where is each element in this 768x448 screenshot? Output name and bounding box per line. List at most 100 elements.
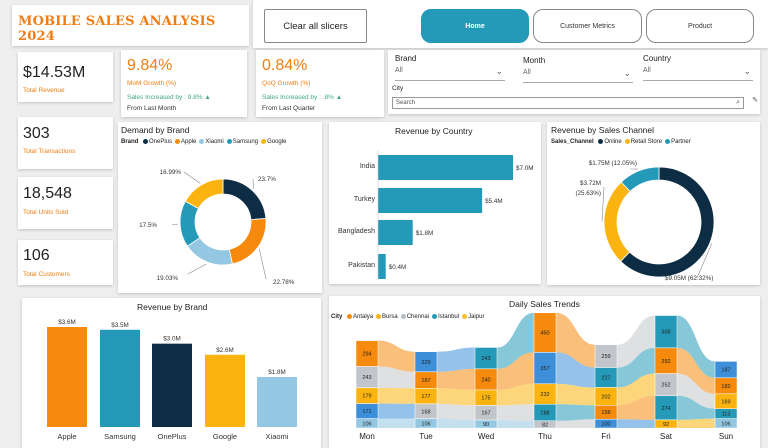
daily-data-label: 158: [601, 410, 610, 416]
demand-donut-chart: 23.7% 22.78% 19.03% 17.5% 16.99%: [139, 169, 295, 286]
kpi-units-card: 18,548 Total Units Sold: [18, 177, 113, 229]
kpi-mom-card: 9.84% MoM Growth (%) Sales Increased by …: [121, 50, 247, 117]
brand-tick-label: Xiaomi: [266, 432, 289, 441]
brand-tick-label: OnePlus: [158, 432, 187, 441]
kpi-mom-value: 9.84%: [127, 57, 173, 74]
clear-slicers-button[interactable]: Clear all slicers: [264, 9, 367, 43]
country-bar-chart: India $7.0M Turkey $5.4M Bangladesh $1.8M Paki…: [338, 150, 534, 280]
demand-data-label: 17.5%: [139, 222, 157, 229]
brand-filter-select[interactable]: All ⌄: [395, 66, 505, 81]
brand-filter-value: All: [395, 67, 403, 74]
country-data-label: $1.8M: [416, 230, 434, 237]
daily-data-label: 357: [540, 366, 549, 372]
channel-chart-title: Revenue by Sales Channel: [551, 125, 655, 135]
home-button[interactable]: Home: [421, 9, 529, 43]
kpi-customers-label: Total Customers: [23, 271, 70, 278]
daily-ribbon: [617, 373, 655, 406]
demand-data-label: 22.78%: [273, 279, 295, 286]
kpi-units-value: 18,548: [23, 185, 72, 202]
demand-legend-item: Xiaomi: [205, 139, 224, 146]
daily-tick-label: Wed: [478, 432, 494, 441]
daily-ribbon: [437, 347, 475, 372]
daily-ribbon: [437, 403, 475, 421]
demand-chart-title: Demand by Brand: [121, 125, 190, 135]
dashboard-title: MOBILE SALES ANALYSIS 2024: [18, 14, 216, 44]
channel-slice: [603, 181, 631, 262]
city-filter-label: City: [392, 85, 404, 92]
country-chart-title: Revenue by Country: [395, 126, 473, 136]
daily-data-label: 368: [661, 330, 670, 336]
demand-legend-items: OnePlus Apple Xiaomi Samsung Google: [140, 139, 286, 145]
demand-legend-dot: [261, 139, 267, 144]
country-tick-label: India: [360, 163, 375, 170]
daily-data-label: 177: [421, 394, 430, 400]
daily-data-label: 187: [421, 378, 430, 384]
daily-legend-item: Jaipur: [468, 314, 485, 321]
kpi-transactions-card: 303 Total Transactions: [18, 117, 113, 169]
daily-segment: [714, 418, 738, 429]
daily-data-label: 175: [481, 396, 490, 402]
daily-tick-label: Fri: [601, 432, 611, 441]
brand-data-label: $3.6M: [58, 319, 76, 326]
kpi-qoq-value: 0.84%: [262, 57, 308, 74]
demand-leader-line: [183, 171, 201, 184]
kpi-units-label: Total Units Sold: [23, 209, 69, 216]
customer-metrics-button[interactable]: Customer Metrics: [533, 9, 642, 43]
daily-ribbon: [556, 352, 595, 388]
daily-tick-label: Sat: [660, 432, 673, 441]
daily-tick-label: Thu: [538, 432, 552, 441]
channel-legend-dot: [624, 139, 630, 144]
demand-leader-line: [187, 263, 207, 275]
kpi-qoq-from: From Last Quarter: [262, 105, 316, 112]
daily-ribbon: [378, 340, 415, 372]
daily-data-label: 202: [601, 394, 610, 400]
channel-leader-line: [696, 243, 713, 279]
demand-legend-dot: [175, 139, 181, 144]
daily-legend-item: Antalya: [353, 314, 374, 321]
city-search-placeholder: Search: [396, 100, 416, 106]
daily-ribbon: [437, 388, 475, 406]
channel-legend-dot: [665, 139, 671, 144]
chevron-down-icon: ⌄: [623, 68, 631, 78]
daily-segment: [654, 419, 678, 429]
channel-legend-items: Online Retail Store Partner: [595, 139, 691, 146]
channel-legend-item: Online: [604, 139, 622, 146]
daily-ribbon: [617, 419, 655, 428]
daily-ribbon: [497, 312, 534, 369]
daily-data-label: 274: [661, 406, 670, 412]
brand-filter-label: Brand: [395, 54, 417, 63]
month-filter-select[interactable]: All ⌄: [523, 68, 633, 83]
daily-data-label: 106: [421, 421, 430, 427]
daily-tick-label: Sun: [719, 432, 733, 441]
brand-tick-label: Google: [213, 432, 237, 441]
eraser-icon[interactable]: ✎: [752, 97, 758, 104]
country-filter-select[interactable]: All ⌄: [643, 66, 753, 81]
demand-legend: Brand OnePlus Apple Xiaomi Samsung Google: [121, 139, 286, 145]
daily-data-label: 92: [663, 422, 669, 428]
daily-segment: [474, 419, 498, 429]
channel-data-label: $1.75M (12.05%): [589, 160, 637, 167]
channel-slice: [620, 166, 660, 193]
kpi-revenue-card: $14.53M Total Revenue: [18, 52, 113, 102]
country-bar: [378, 188, 483, 213]
channel-legend-title: Sales_Channel: [551, 139, 594, 146]
daily-ribbon: [677, 395, 715, 420]
daily-data-label: 227: [601, 376, 610, 382]
demand-data-label: 19.03%: [157, 275, 179, 282]
search-icon: ⌕: [736, 99, 740, 106]
daily-ribbon: [677, 373, 715, 409]
kpi-qoq-trend: Sales Increased by : .8% ▲: [262, 94, 343, 101]
city-search-input[interactable]: Search ⌕: [392, 97, 744, 109]
demand-slice: [228, 218, 267, 265]
daily-data-label: 252: [661, 383, 670, 389]
daily-ribbon: [556, 312, 595, 368]
daily-ribbon-chart: 294 243 179 171 106 Mon 229 187 177 168 106 Tue 243 2…: [355, 312, 738, 441]
daily-data-label: 187: [721, 368, 730, 374]
product-button[interactable]: Product: [646, 9, 754, 43]
revenue-by-brand-card: Revenue by Brand $3.6M Apple $3.5M Samsung $…: [22, 298, 321, 448]
daily-ribbon: [497, 383, 534, 406]
daily-ribbon: [556, 419, 595, 428]
country-data-label: $5.4M: [485, 198, 503, 205]
daily-ribbon: [378, 366, 415, 389]
daily-ribbon: [617, 347, 655, 388]
